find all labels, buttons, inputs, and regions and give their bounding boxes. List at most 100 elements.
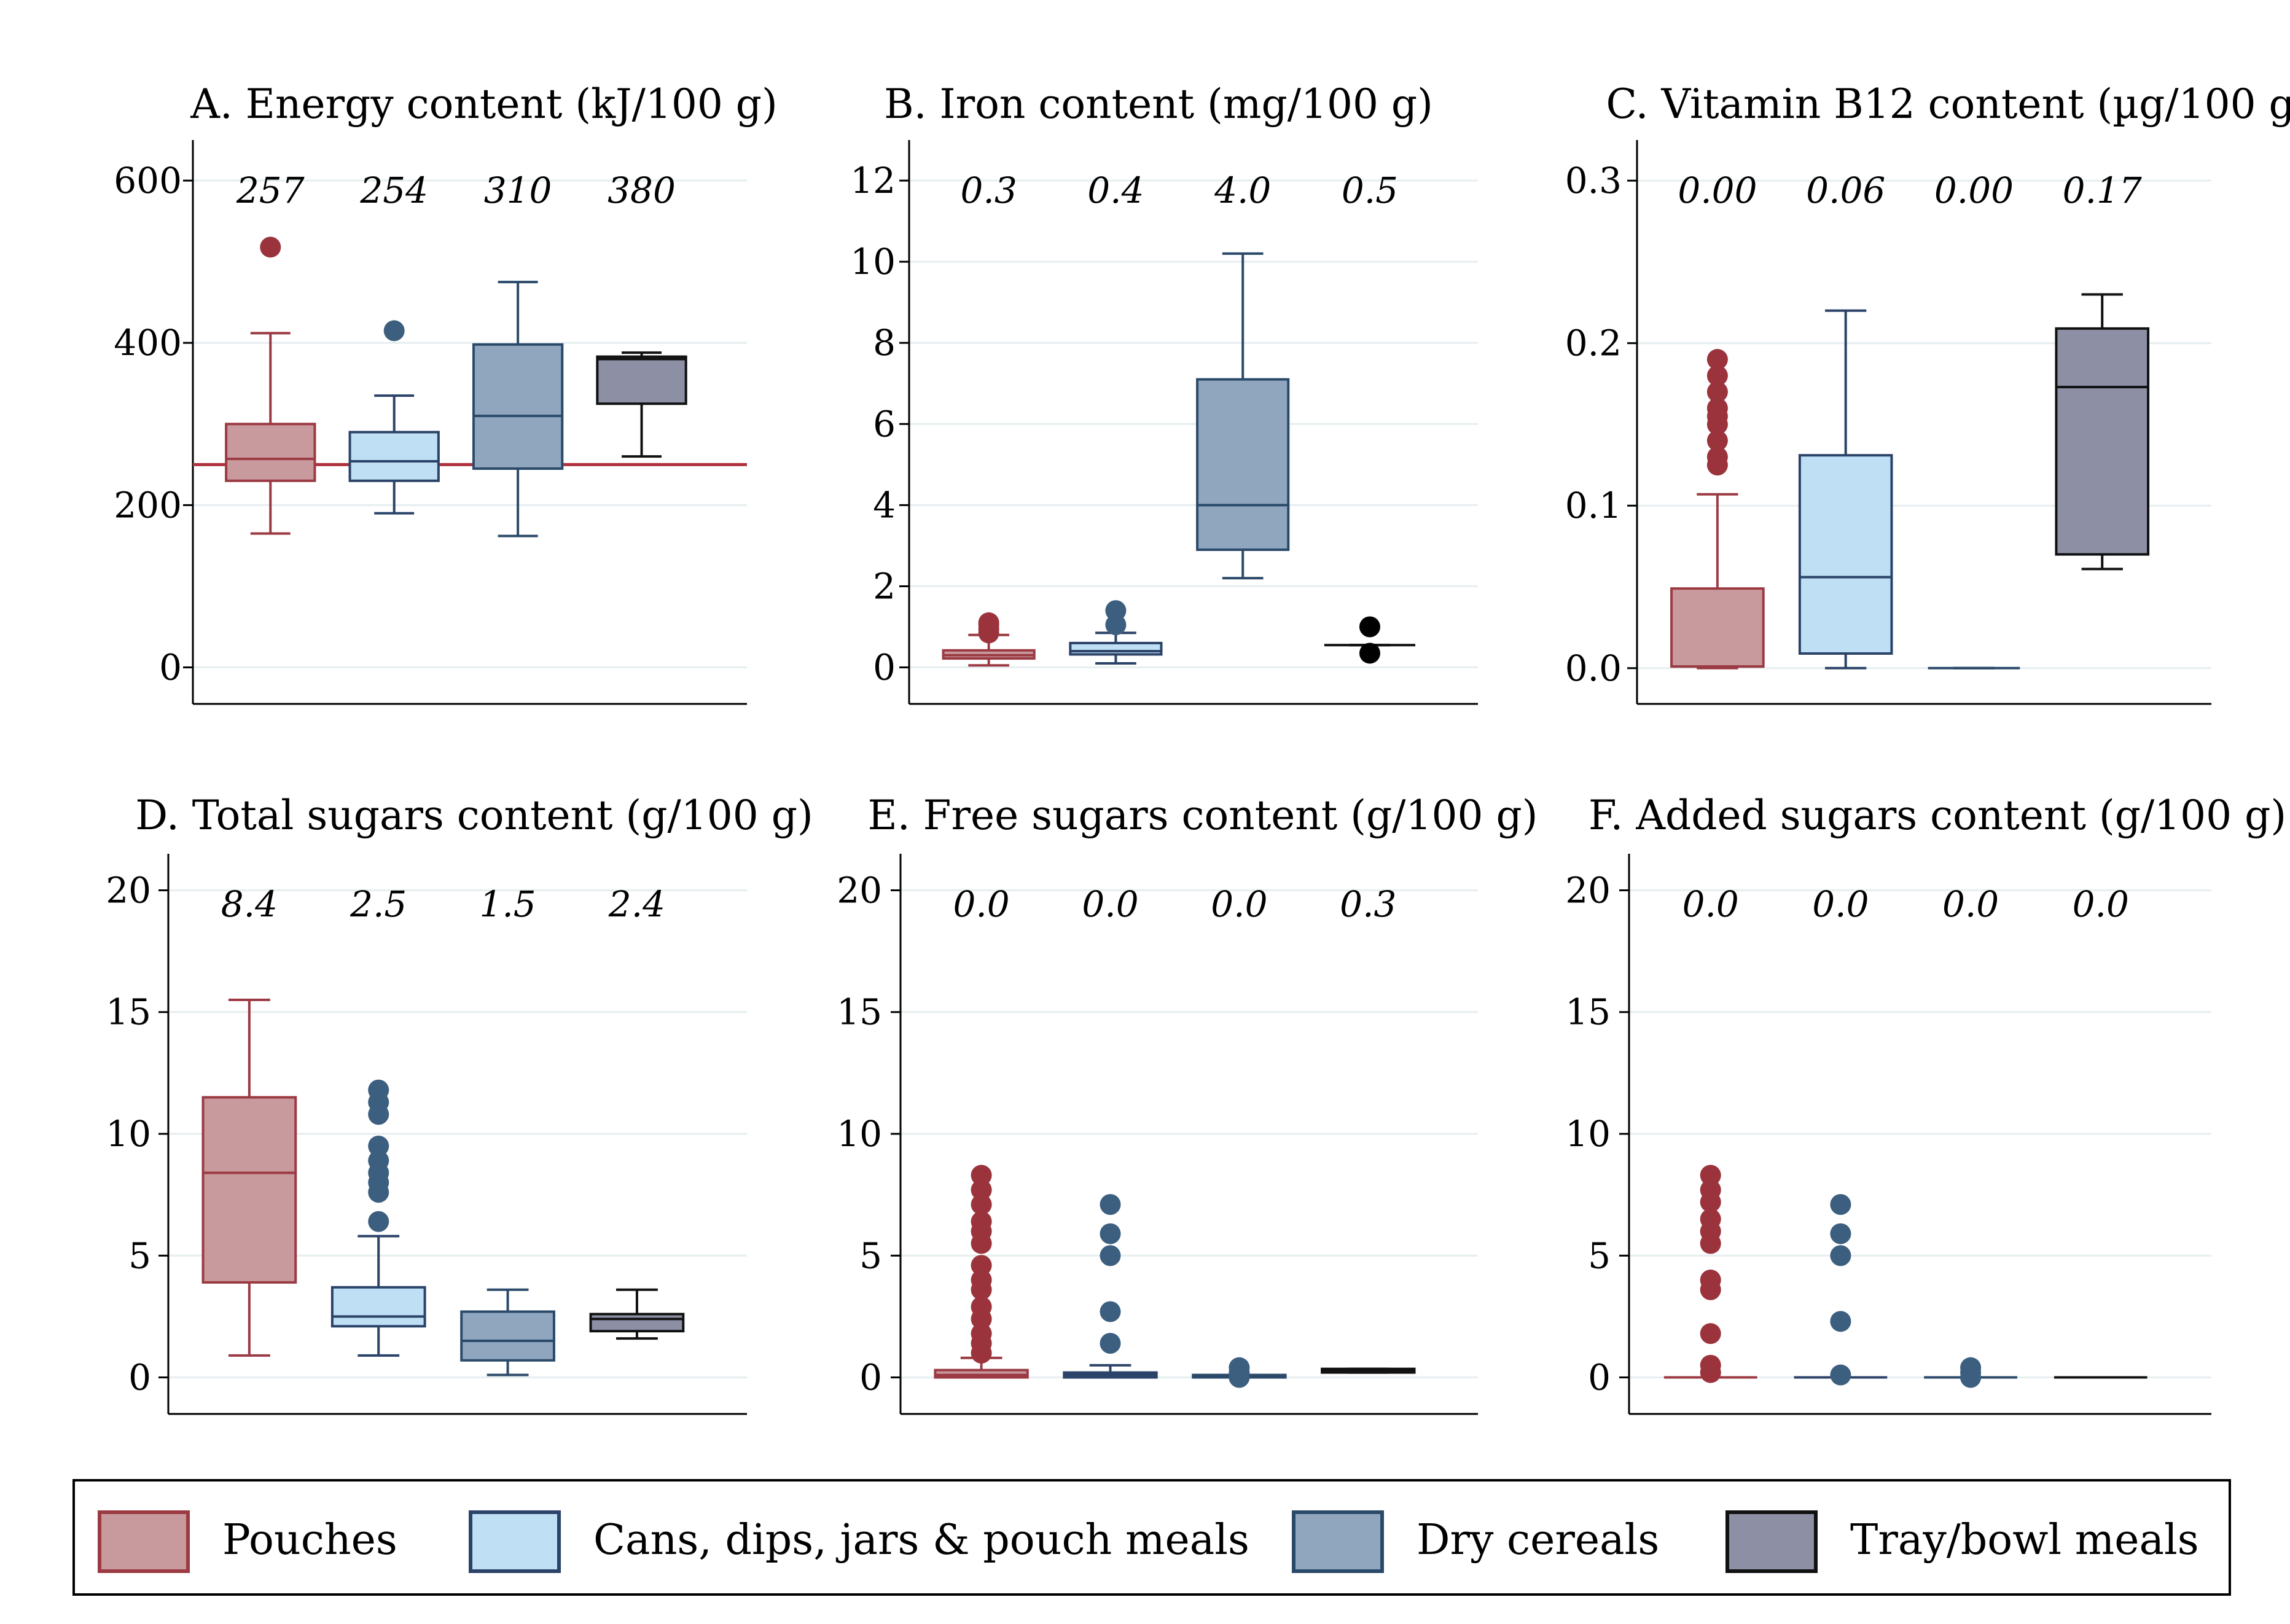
median-label: 4.0 [1214,170,1271,211]
y-tick-label: 10 [106,1113,151,1155]
y-tick-label: 0.1 [1565,485,1622,526]
y-tick-label: 0 [159,647,182,689]
outlier-point [368,1211,389,1232]
median-label: 254 [359,170,428,211]
y-tick-label: 0 [1588,1357,1611,1399]
outlier-point [1100,1333,1121,1354]
median-label: 0.00 [1934,170,2014,211]
outlier-point [1700,1179,1721,1201]
box-iqr [225,423,316,482]
outlier-point [1700,1165,1721,1186]
outlier-point [1100,1193,1121,1215]
legend-item-1: Pouches [98,1510,397,1573]
chart-panel-5: 0 5 10 15 20 E. Free sugars content (g/100 g)… [837,792,1538,1415]
median-label: 0.0 [1082,883,1138,925]
y-tick-label: 4 [873,484,896,526]
y-tick-label: 0 [873,647,896,689]
legend-item-2: Cans, dips, jars & pouch meals [469,1510,1249,1573]
box-iqr [596,355,687,405]
y-tick-label: 20 [837,869,882,911]
y-tick-label: 400 [114,322,182,364]
chart-panel-6: 0 5 10 15 20 F. Added sugars content (g/100 g… [1565,792,2286,1415]
outlier-point [971,1193,992,1215]
outlier-point [260,236,281,258]
legend-swatch [469,1510,561,1573]
box-iqr [201,1096,297,1284]
median-label: 0.0 [1211,883,1267,925]
outlier-point [1100,1301,1121,1322]
outlier-point [1359,616,1380,638]
legend-label: Pouches [222,1516,397,1564]
median-label: 8.4 [221,883,278,925]
box-1 [225,236,316,535]
box-iqr [1196,378,1290,552]
y-tick-label: 20 [1565,869,1611,911]
box-iqr [472,343,564,470]
outlier-point [971,1211,992,1232]
median-label: 0.0 [2073,883,2129,925]
outlier-point [368,1079,389,1101]
y-tick-label: 0.2 [1565,322,1622,364]
median-label: 0.0 [1812,883,1869,925]
outlier-point [1100,1245,1121,1267]
box-iqr [589,1313,685,1333]
box-2 [1069,600,1163,665]
box-iqr [1670,587,1765,668]
box-iqr [1069,641,1163,656]
box-2 [1794,1193,1888,1386]
y-tick-label: 0.3 [1565,160,1622,201]
y-tick-label: 0 [859,1357,882,1399]
outlier-point [971,1255,992,1276]
box-3 [1196,252,1290,580]
median-label: 0.00 [1678,170,1757,211]
y-tick-label: 0 [128,1357,151,1399]
box-1 [1670,349,1765,670]
legend-swatch [1292,1510,1384,1573]
outlier-point [1100,1223,1121,1244]
outlier-point [971,1179,992,1201]
panel-title: A. Energy content (kJ/100 g) [190,80,778,128]
outlier-point [1359,642,1380,664]
y-tick-label: 12 [850,160,896,201]
box-4 [1324,616,1416,664]
y-tick-label: 0.0 [1565,647,1622,689]
median-label: 2.4 [608,883,665,925]
box-4 [589,1288,685,1340]
box-2 [1798,309,1893,670]
legend-swatch [98,1510,190,1573]
box-4 [1321,1367,1416,1374]
y-tick-label: 5 [128,1235,151,1276]
median-label: 257 [236,170,305,211]
y-tick-label: 6 [873,403,896,445]
outlier-point [978,612,999,633]
median-label: 0.3 [1340,883,1396,925]
outlier-point [1830,1245,1851,1267]
box-3 [1924,1357,2017,1388]
panel-title: D. Total sugars content (g/100 g) [135,792,813,839]
legend-item-3: Dry cereals [1292,1510,1659,1573]
chart-panel-2: 0 2 4 6 8 10 12 B. Iron content (mg/100 g) 0.3 0.… [850,80,1478,705]
outlier-point [1830,1223,1851,1244]
median-label: 0.17 [2063,170,2142,211]
outlier-point [1706,446,1728,467]
outlier-point [971,1296,992,1318]
median-label: 0.0 [1682,883,1739,925]
outlier-point [1706,381,1728,403]
y-tick-label: 200 [114,484,182,526]
box-3 [1192,1357,1287,1388]
box-2 [1063,1193,1158,1379]
outlier-point [1706,365,1728,386]
y-tick-label: 2 [873,565,896,607]
y-tick-label: 15 [1565,991,1611,1033]
box-1 [201,998,297,1357]
median-label: 0.4 [1087,170,1144,211]
median-label: 0.5 [1342,170,1398,211]
panel-title: F. Added sugars content (g/100 g) [1589,792,2286,839]
outlier-point [1830,1311,1851,1332]
legend-item-4: Tray/bowl meals [1725,1510,2199,1573]
median-label: 310 [484,170,552,211]
box-iqr [330,1286,426,1328]
box-iqr [1798,454,1893,655]
